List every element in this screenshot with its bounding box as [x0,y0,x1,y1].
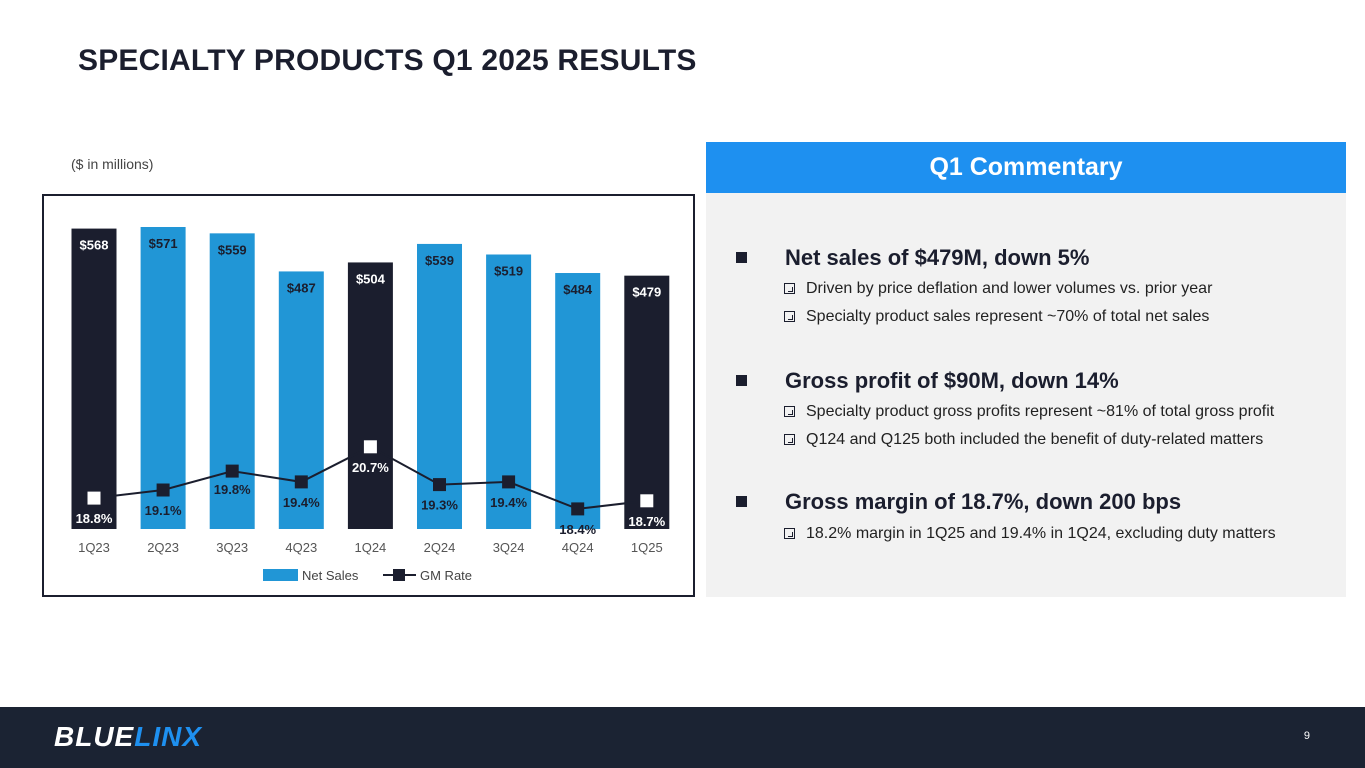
bar-1Q23 [71,228,117,530]
gm-marker-1Q23 [87,491,101,505]
gm-marker-3Q23 [225,464,239,478]
commentary-panel: Q1 Commentary Net sales of $479M, down 5… [706,142,1346,597]
commentary-item: Specialty product gross profits represen… [784,403,1274,421]
bar-label-4Q23: $487 [287,280,316,295]
checkbox-bullet-icon [784,528,795,539]
units-note: ($ in millions) [71,156,154,172]
x-tick-1Q24: 1Q24 [354,540,386,555]
gm-marker-4Q23 [294,475,308,489]
net-sales-gm-chart: $568 1Q23 $571 2Q23 $559 3Q23 $487 4Q23 $504 1Q24… [71,227,670,583]
gm-marker-2Q24 [433,478,446,492]
bar-1Q24 [347,262,393,529]
legend-label-net-sales: Net Sales [302,568,359,583]
gm-marker-2Q23 [156,483,170,497]
gm-marker-3Q24 [502,475,516,489]
checkbox-bullet-icon [784,283,795,294]
commentary-item: 18.2% margin in 1Q25 and 19.4% in 1Q24, … [784,525,1276,543]
bluelinx-logo: BLUELINX [54,721,202,753]
commentary-item-text: Specialty product gross profits represen… [806,403,1275,420]
gm-label-3Q23: 19.8% [214,482,251,497]
logo-text-linx: LINX [134,721,203,752]
gm-marker-4Q24 [571,502,585,516]
commentary-heading: Gross profit of $90M, down 14% [785,368,1119,393]
gm-label-2Q24: 19.3% [421,498,458,513]
gm-label-4Q24: 18.4% [559,522,596,537]
gm-label-3Q24: 19.4% [490,495,527,510]
x-tick-3Q24: 3Q24 [493,540,525,555]
bar-label-2Q24: $539 [425,253,454,268]
legend-swatch-net-sales [263,569,298,581]
commentary-item: Q124 and Q125 both included the benefit … [784,431,1263,449]
checkbox-bullet-icon [784,311,795,322]
gm-marker-1Q24 [363,440,377,454]
commentary-item: Driven by price deflation and lower volu… [784,280,1212,298]
square-bullet-icon [736,252,747,263]
logo-text-blue: BLUE [54,721,135,752]
gm-label-4Q23: 19.4% [283,495,320,510]
footer-bar: BLUELINX 9 [0,707,1365,768]
x-tick-2Q24: 2Q24 [424,540,456,555]
bar-label-1Q23: $568 [80,238,109,253]
bar-3Q23 [209,233,255,530]
page-number: 9 [1303,730,1310,742]
gm-label-1Q24: 20.7% [352,460,389,475]
x-tick-1Q23: 1Q23 [78,540,110,555]
commentary-item-text: Specialty product sales represent ~70% o… [806,308,1210,325]
checkbox-bullet-icon [784,406,795,417]
page-title: SPECIALTY PRODUCTS Q1 2025 RESULTS [78,44,697,77]
commentary-item-text: Driven by price deflation and lower volu… [806,280,1213,297]
legend-label-gm-rate: GM Rate [420,568,472,583]
commentary-heading: Gross margin of 18.7%, down 200 bps [785,489,1182,514]
gm-marker-1Q25 [640,494,654,508]
commentary-item: Specialty product sales represent ~70% o… [784,308,1209,326]
commentary-item-text: Q124 and Q125 both included the benefit … [806,431,1264,448]
bar-4Q24 [555,273,601,529]
gm-label-1Q25: 18.7% [628,514,665,529]
checkbox-bullet-icon [784,434,795,445]
square-bullet-icon [736,375,747,386]
bar-1Q25 [624,275,670,529]
x-tick-2Q23: 2Q23 [147,540,179,555]
bar-label-1Q25: $479 [632,285,661,300]
legend-marker-gm-rate [393,569,405,581]
gm-label-1Q23: 18.8% [76,511,113,526]
gm-label-2Q23: 19.1% [145,503,182,518]
bar-4Q23 [278,271,324,529]
x-tick-3Q23: 3Q23 [216,540,248,555]
square-bullet-icon [736,496,747,507]
commentary-item-text: 18.2% margin in 1Q25 and 19.4% in 1Q24, … [806,525,1276,542]
bar-label-3Q24: $519 [494,264,523,279]
chart-frame: $568 1Q23 $571 2Q23 $559 3Q23 $487 4Q23 $504 1Q24… [42,194,695,597]
commentary-header: Q1 Commentary [706,142,1346,193]
bar-label-3Q23: $559 [218,242,247,257]
x-tick-4Q23: 4Q23 [285,540,317,555]
bar-label-4Q24: $484 [563,282,593,297]
x-tick-1Q25: 1Q25 [631,540,663,555]
bar-label-1Q24: $504 [356,271,386,286]
x-tick-4Q24: 4Q24 [562,540,594,555]
bar-label-2Q23: $571 [149,236,178,251]
commentary-heading: Net sales of $479M, down 5% [785,245,1090,270]
bar-2Q23 [140,227,186,529]
